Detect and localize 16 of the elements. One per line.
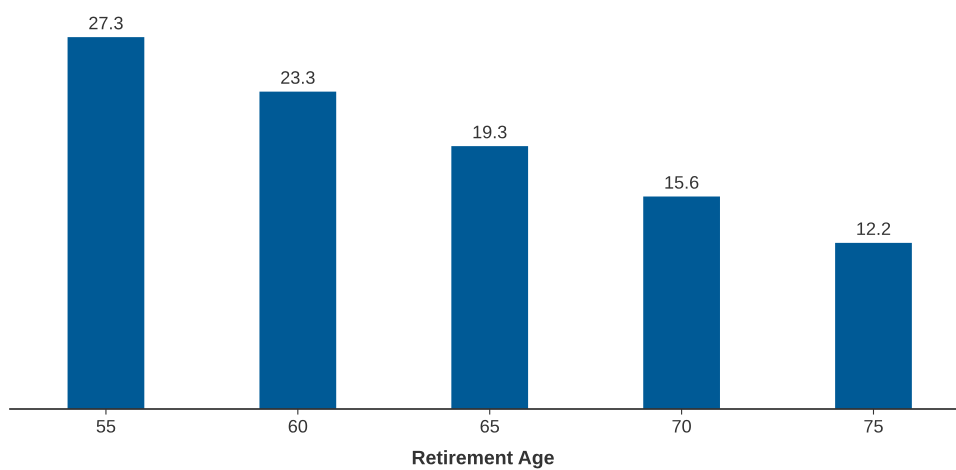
data-label: 12.2 (857, 222, 890, 235)
data-label: 27.3 (89, 16, 123, 30)
x-axis-title: Retirement Age (412, 450, 554, 468)
data-label: 23.3 (281, 71, 315, 84)
x-tick-label: 60 (288, 420, 308, 433)
bar (259, 92, 336, 409)
x-tick-label: 70 (672, 420, 691, 433)
bar (835, 242, 912, 409)
bar (643, 196, 720, 409)
bar (451, 146, 528, 409)
x-tick-label: 55 (96, 420, 116, 433)
data-label: 19.3 (474, 126, 506, 138)
x-tick-label: 65 (480, 420, 499, 433)
x-tick-label: 75 (864, 420, 883, 433)
data-label: 15.6 (665, 176, 698, 189)
bar (68, 37, 144, 409)
